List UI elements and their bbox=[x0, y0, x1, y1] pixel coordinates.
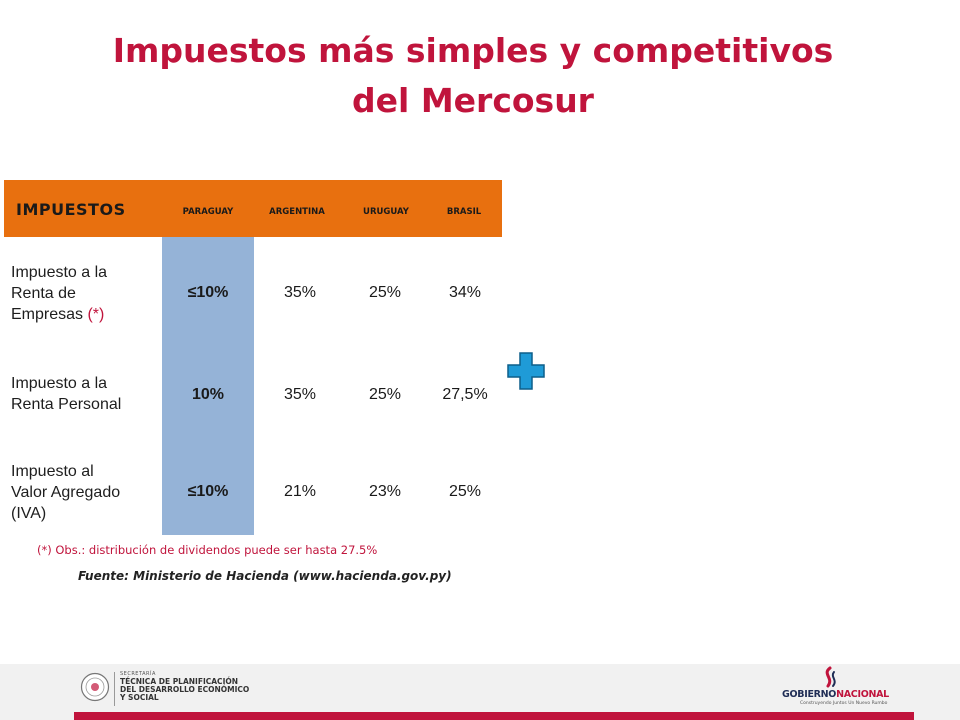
cell-brasil-renta-empresas: 34% bbox=[448, 284, 482, 301]
plus-icon bbox=[507, 352, 545, 390]
cell-brasil-renta-personal: 27,5% bbox=[442, 386, 488, 403]
source-citation: Fuente: Ministerio de Hacienda (www.haci… bbox=[78, 569, 452, 583]
gobierno-tagline: Construyendo Juntos Un Nuevo Rumbo bbox=[800, 701, 888, 706]
stp-line-2: TÉCNICA DE PLANIFICACIÓN bbox=[120, 677, 239, 686]
cell-brasil-iva: 25% bbox=[448, 483, 482, 500]
asterisk-note: (*) bbox=[87, 306, 105, 323]
cell-paraguay-iva: ≤10% bbox=[187, 483, 229, 500]
header-uruguay: URUGUAY bbox=[363, 207, 409, 217]
title-line-1: Impuestos más simples y competitivos bbox=[112, 31, 834, 70]
stp-line-4: Y SOCIAL bbox=[120, 693, 159, 702]
cell-argentina-renta-personal: 35% bbox=[283, 386, 317, 403]
row-label-iva: Impuesto al Valor Agregado (IVA) bbox=[11, 463, 121, 522]
stp-line-3: DEL DESARROLLO ECONÓMICO bbox=[120, 685, 250, 694]
table-header-bar bbox=[4, 180, 502, 237]
cell-argentina-renta-empresas: 35% bbox=[283, 284, 317, 301]
stp-secretaria: SECRETARÍA bbox=[120, 671, 156, 677]
cell-uruguay-renta-empresas: 25% bbox=[368, 284, 402, 301]
footnote-obs: (*) Obs.: distribución de dividendos pue… bbox=[37, 543, 378, 557]
page-title: Impuestos más simples y competitivos del… bbox=[0, 26, 946, 126]
gobierno-nacional-wordmark: GOBIERNONACIONAL bbox=[782, 689, 889, 700]
cell-paraguay-renta-personal: 10% bbox=[191, 386, 225, 403]
row-label-renta-empresas: Impuesto a la Renta de Empresas (*) bbox=[11, 264, 108, 323]
footer-divider bbox=[114, 672, 115, 706]
header-paraguay: PARAGUAY bbox=[182, 207, 234, 217]
header-brasil: BRASIL bbox=[446, 207, 482, 217]
paraguay-column-highlight bbox=[162, 237, 254, 535]
paraguay-seal-icon bbox=[80, 672, 110, 702]
title-line-2: del Mercosur bbox=[352, 81, 594, 120]
cell-argentina-iva: 21% bbox=[283, 483, 317, 500]
footer bbox=[0, 664, 960, 720]
row-label-renta-personal: Impuesto a la Renta Personal bbox=[11, 375, 122, 413]
footer-accent-bar bbox=[74, 712, 914, 720]
cell-uruguay-iva: 23% bbox=[368, 483, 402, 500]
cell-paraguay-renta-empresas: ≤10% bbox=[187, 284, 229, 301]
gobierno-nacional-logo-icon bbox=[825, 666, 836, 688]
header-argentina: ARGENTINA bbox=[269, 207, 325, 217]
cell-uruguay-renta-personal: 25% bbox=[368, 386, 402, 403]
header-impuestos: IMPUESTOS bbox=[16, 200, 126, 219]
